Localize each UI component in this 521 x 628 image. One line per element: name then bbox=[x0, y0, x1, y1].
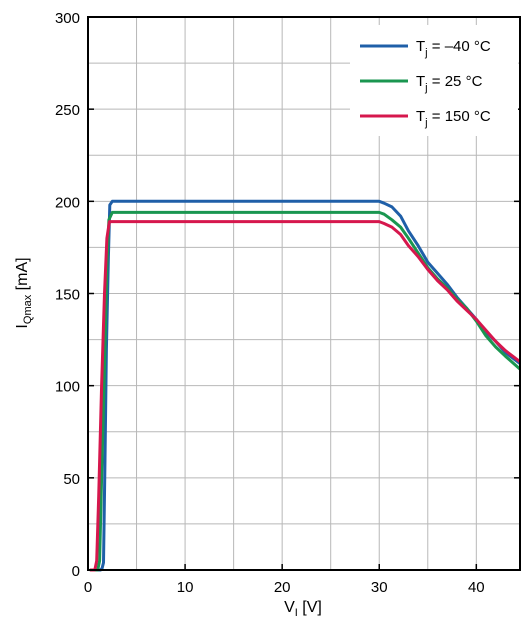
legend: Tj = –40 °C Tj = 25 °C Tj = 150 °C bbox=[350, 25, 518, 136]
y-tick-label: 300 bbox=[55, 10, 80, 27]
legend-label-3: Tj = 150 °C bbox=[416, 108, 491, 129]
x-axis-label-main: V bbox=[284, 599, 295, 616]
series-line-2 bbox=[89, 210, 521, 572]
series-layer bbox=[89, 199, 521, 572]
legend-label-1: Tj = –40 °C bbox=[416, 38, 491, 59]
y-axis-label-sub: Qmax bbox=[22, 294, 34, 324]
x-axis-label-sub: I bbox=[295, 607, 298, 619]
plot-frame bbox=[87, 16, 521, 571]
y-tick-label: 150 bbox=[55, 287, 80, 304]
x-tick-label: 40 bbox=[468, 579, 485, 596]
y-tick-label: 0 bbox=[72, 563, 80, 580]
y-tick-label: 100 bbox=[55, 379, 80, 396]
y-tick-label: 200 bbox=[55, 194, 80, 211]
y-tick-label: 250 bbox=[55, 102, 80, 119]
y-axis-label-unit: [mA] bbox=[14, 257, 31, 294]
y-tick-label: 50 bbox=[63, 471, 80, 488]
tick-labels: 0 10 20 30 40 0 50 100 150 200 250 300 bbox=[55, 10, 485, 596]
x-tick-label: 0 bbox=[84, 579, 92, 596]
x-tick-label: 10 bbox=[177, 579, 194, 596]
x-axis-label: VI [V] bbox=[284, 599, 322, 619]
x-tick-label: 30 bbox=[371, 579, 388, 596]
y-axis-label-main: I bbox=[14, 324, 31, 328]
y-axis-label: IQmax [mA] bbox=[14, 257, 34, 328]
x-tick-label: 20 bbox=[274, 579, 291, 596]
series-line-3 bbox=[89, 220, 521, 572]
x-axis-label-unit: [V] bbox=[298, 599, 322, 616]
legend-label-2: Tj = 25 °C bbox=[416, 73, 483, 94]
